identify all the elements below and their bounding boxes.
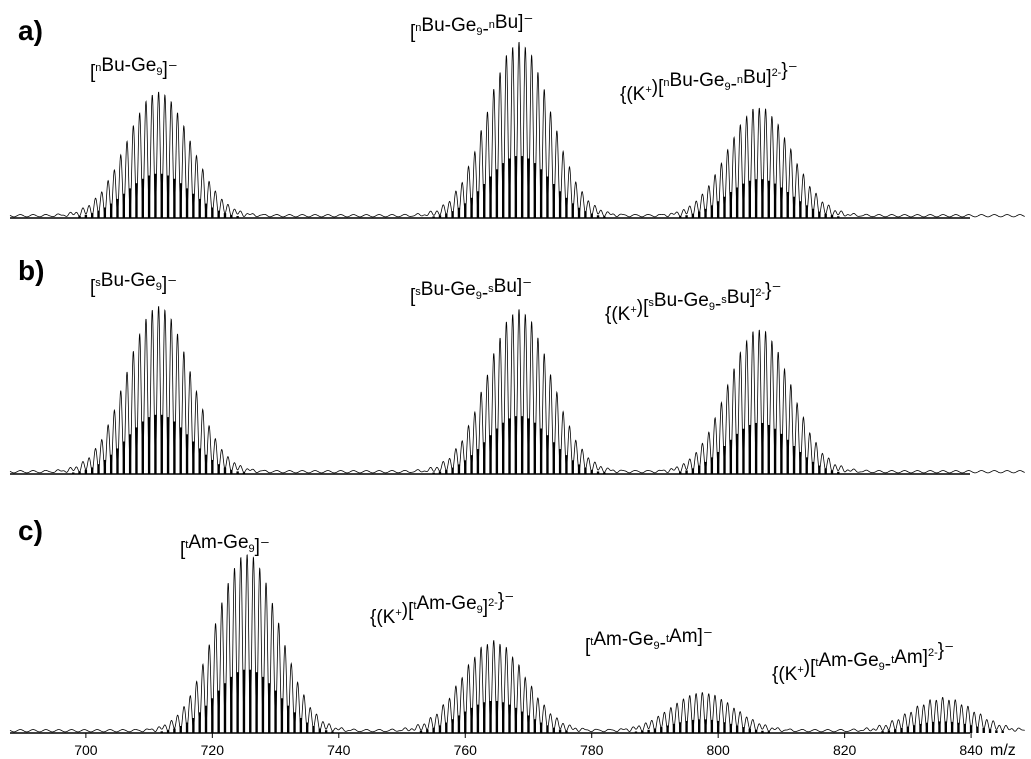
x-ticks: 700 720 740 760 780 800 820 840 xyxy=(74,733,983,758)
spectrum-line xyxy=(9,41,1025,218)
panel-c: c) [tAm-Ge9]⁻ {(K+)[tAm-Ge9]2-}⁻ [tAm-Ge9-t… xyxy=(9,515,1025,734)
panel-letter: b) xyxy=(18,255,44,286)
cluster-label: {(K+)[nBu-Ge9-nBu]2-}⁻ xyxy=(620,60,798,105)
cluster-label: [sBu-Ge9]⁻ xyxy=(90,270,177,298)
panel-letter: a) xyxy=(18,15,43,46)
cluster-label: {(K+)[tAm-Ge9-tAm]2-}⁻ xyxy=(772,640,954,685)
x-tick-label: 800 xyxy=(706,742,730,758)
x-tick-label: 720 xyxy=(201,742,225,758)
panel-a: a) [nBu-Ge9]⁻ [nBu-Ge9-nBu]⁻ {(K+)[nBu-Ge9-… xyxy=(9,12,1025,219)
cluster-label: [tAm-Ge9]⁻ xyxy=(180,532,270,560)
x-tick-label: 840 xyxy=(959,742,983,758)
x-tick-label: 700 xyxy=(74,742,98,758)
cluster-label: {(K+)[tAm-Ge9]2-}⁻ xyxy=(370,590,514,628)
spectrum-line xyxy=(9,306,1025,474)
x-tick-label: 760 xyxy=(454,742,478,758)
x-tick-label: 780 xyxy=(580,742,604,758)
x-axis-title: m/z xyxy=(990,742,1016,759)
spectrum-line xyxy=(9,554,1025,733)
panel-b: b) [sBu-Ge9]⁻ [sBu-Ge9-sBu]⁻ {(K+)[sBu-Ge9-… xyxy=(9,255,1025,475)
spectrum-panels: a) [nBu-Ge9]⁻ [nBu-Ge9-nBu]⁻ {(K+)[nBu-Ge9-… xyxy=(9,12,1025,734)
cluster-label: [sBu-Ge9-sBu]⁻ xyxy=(410,276,532,307)
cluster-label: [nBu-Ge9-nBu]⁻ xyxy=(410,12,533,43)
cluster-label: [nBu-Ge9]⁻ xyxy=(90,55,178,83)
x-tick-label: 820 xyxy=(833,742,857,758)
panel-letter: c) xyxy=(18,515,43,546)
x-tick-label: 740 xyxy=(327,742,351,758)
cluster-label: [tAm-Ge9-tAm]⁻ xyxy=(585,626,713,657)
cluster-label: {(K+)[sBu-Ge9-sBu]2-}⁻ xyxy=(605,280,781,325)
x-axis: 700 720 740 760 780 800 820 840 m/z xyxy=(10,732,1016,759)
